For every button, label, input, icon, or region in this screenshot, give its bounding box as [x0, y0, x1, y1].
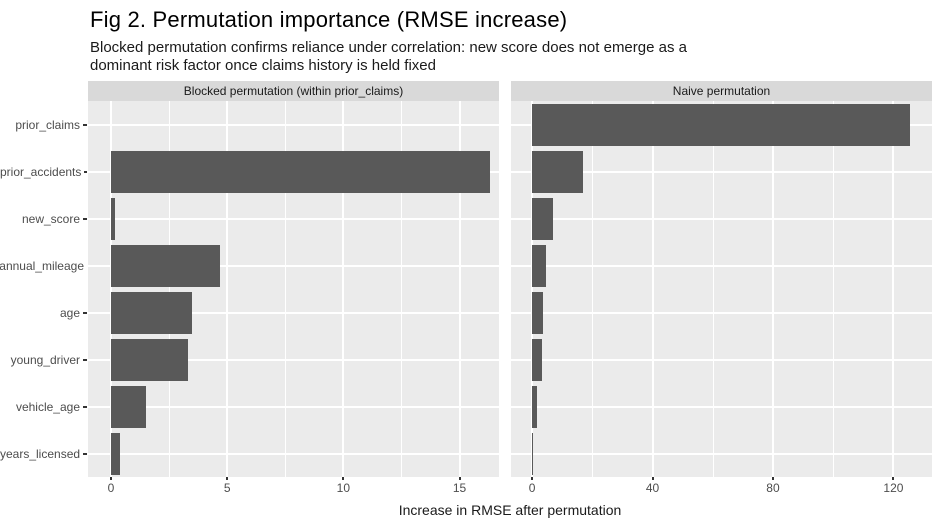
- bar-age: [111, 291, 193, 334]
- chart-subtitle-line-1: Blocked permutation confirms reliance un…: [90, 39, 687, 56]
- x-tick-mark: [226, 477, 229, 480]
- x-tick-label: 15: [452, 481, 467, 495]
- panel-naive-permutation: [511, 101, 932, 477]
- bar-new_score: [532, 197, 554, 240]
- gridline-minor: [712, 101, 714, 477]
- y-axis-label: age: [59, 305, 80, 320]
- facet-strip-naive-permutation: Naive permutation: [511, 81, 932, 101]
- bar-annual_mileage: [532, 244, 547, 287]
- x-tick-mark: [458, 477, 461, 480]
- bar-years_licensed: [532, 432, 534, 475]
- x-tick-label: 40: [645, 481, 660, 495]
- bar-young_driver: [532, 338, 543, 381]
- bar-prior_accidents: [532, 150, 584, 193]
- facet-strip-blocked-permutation: Blocked permutation (within prior_claims…: [88, 81, 499, 101]
- y-tick-mark: [83, 311, 87, 314]
- gridline-major: [892, 101, 895, 477]
- gridline-horizontal: [88, 311, 499, 314]
- y-axis-label: new_score: [21, 211, 80, 226]
- bar-new_score: [111, 197, 115, 240]
- gridline-major: [458, 101, 461, 477]
- x-axis-blocked-permutation: 0 5 10 15: [88, 477, 499, 499]
- x-tick-mark: [651, 477, 654, 480]
- bar-vehicle_age: [111, 385, 146, 428]
- x-tick-label: 5: [223, 481, 231, 495]
- gridline-horizontal: [88, 405, 499, 408]
- bar-years_licensed: [111, 432, 121, 475]
- bar-vehicle_age: [532, 385, 538, 428]
- bar-annual_mileage: [111, 244, 221, 287]
- gridline-minor: [833, 101, 835, 477]
- y-axis-label-row: years_licensed: [0, 430, 88, 477]
- bar-prior_claims: [532, 103, 910, 146]
- gridline-horizontal: [511, 311, 932, 314]
- y-axis-label: prior_accidents: [0, 164, 82, 179]
- gridline-minor: [169, 101, 171, 477]
- y-tick-mark: [83, 217, 87, 220]
- gridline-major: [771, 101, 774, 477]
- y-axis-label: prior_claims: [15, 117, 80, 132]
- gridline-horizontal: [511, 358, 932, 361]
- chart-subtitle-line-2: dominant risk factor once claims history…: [90, 57, 436, 75]
- y-axis-label-row: prior_claims: [0, 101, 88, 148]
- gridline-major: [651, 101, 654, 477]
- gridline-major: [226, 101, 229, 477]
- y-tick-mark: [84, 170, 87, 173]
- gridline-minor: [285, 101, 287, 477]
- gridline-horizontal: [511, 170, 932, 173]
- y-axis-label: vehicle_age: [15, 399, 80, 414]
- y-axis-label: years_licensed: [0, 446, 81, 461]
- y-axis-label-row: age: [0, 289, 88, 336]
- x-tick-mark: [342, 477, 345, 480]
- chart-title: Fig 2. Permutation importance (RMSE incr…: [90, 7, 568, 32]
- y-axis-label-row: annual_mileage: [0, 242, 88, 289]
- gridline-horizontal: [511, 452, 932, 455]
- y-axis-label-row: new_score: [0, 195, 88, 242]
- gridline-horizontal: [88, 123, 499, 126]
- bar-age: [532, 291, 543, 334]
- y-tick-mark: [83, 358, 87, 361]
- x-axis-naive-permutation: 0 40 80 120: [511, 477, 932, 499]
- gridline-horizontal: [511, 217, 932, 220]
- gridline-minor: [401, 101, 403, 477]
- x-tick-mark: [892, 477, 895, 480]
- gridline-horizontal: [88, 452, 499, 455]
- x-tick-label: 120: [883, 481, 904, 495]
- panel-blocked-permutation: [88, 101, 499, 477]
- gridline-horizontal: [88, 217, 499, 220]
- gridline-horizontal: [88, 264, 499, 267]
- y-axis-label-row: prior_accidents: [0, 148, 88, 195]
- chart-subtitle: Blocked permutation confirms reliance un…: [90, 39, 687, 76]
- bar-prior_accidents: [111, 150, 490, 193]
- y-tick-mark: [83, 452, 87, 455]
- bar-young_driver: [111, 338, 188, 381]
- gridline-horizontal: [511, 264, 932, 267]
- gridline-major: [342, 101, 345, 477]
- y-tick-mark: [83, 405, 87, 408]
- plot-area: Blocked permutation (within prior_claims…: [0, 81, 932, 518]
- x-tick-mark: [531, 477, 534, 480]
- x-tick-label: 80: [766, 481, 780, 495]
- y-axis-label: annual_mileage: [0, 258, 84, 273]
- x-tick-label: 10: [336, 481, 351, 495]
- y-axis-label-row: young_driver: [0, 336, 88, 383]
- y-tick-mark: [83, 123, 87, 126]
- y-axis-label-row: vehicle_age: [0, 383, 88, 430]
- x-tick-mark: [771, 477, 774, 480]
- x-tick-mark: [110, 477, 113, 480]
- gridline-major: [531, 101, 534, 477]
- x-axis-title: Increase in RMSE after permutation: [398, 502, 622, 518]
- gridline-horizontal: [511, 405, 932, 408]
- gridline-major: [110, 101, 113, 477]
- x-tick-label: 0: [528, 481, 536, 495]
- y-axis-label: young_driver: [10, 352, 80, 367]
- gridline-horizontal: [88, 358, 499, 361]
- x-tick-label: 0: [107, 481, 115, 495]
- gridline-minor: [592, 101, 594, 477]
